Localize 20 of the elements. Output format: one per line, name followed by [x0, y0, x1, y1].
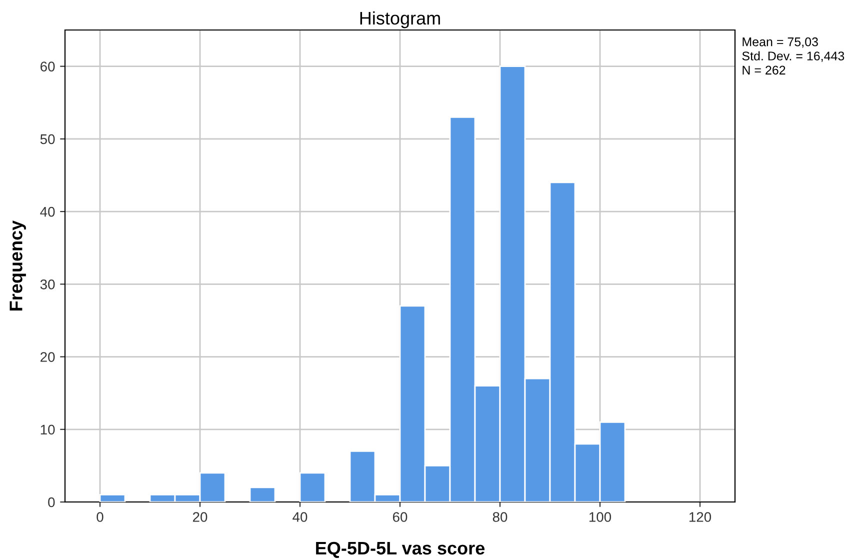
x-tick-label: 0: [96, 512, 104, 522]
text: Std. Dev. = 16,443: [742, 51, 844, 62]
x-tick-label: 80: [492, 512, 508, 522]
y-axis-title: Frequency: [10, 220, 26, 310]
y-tick-label: 50: [40, 134, 55, 144]
text: Mean = 75,03: [742, 37, 818, 48]
x-axis-title: EQ-5D-5L vas score: [316, 542, 485, 558]
chart-title: Histogram: [360, 11, 440, 28]
y-tick-label: 20: [40, 352, 55, 362]
y-tick-label: 0: [48, 497, 55, 508]
y-tick-label: 40: [40, 206, 55, 217]
x-tick-label: 60: [392, 512, 408, 522]
x-tick-label: 20: [192, 512, 208, 522]
y-tick-label: 60: [40, 62, 55, 72]
text: N = 262: [742, 66, 786, 75]
y-tick-label: 30: [40, 279, 55, 290]
x-tick-label: 100: [589, 512, 612, 522]
y-tick-label: 10: [40, 424, 55, 435]
x-tick-label: 40: [292, 512, 308, 522]
x-tick-label: 120: [689, 512, 712, 522]
